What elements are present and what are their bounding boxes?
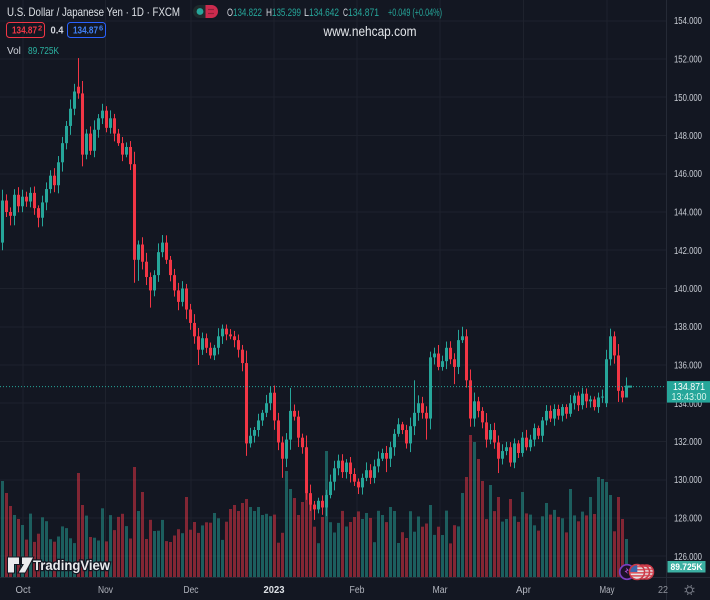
svg-text:13:43:00: 13:43:00: [672, 392, 707, 403]
svg-text:134.822: 134.822: [233, 7, 262, 19]
svg-text:2: 2: [38, 24, 42, 33]
svg-text:142.000: 142.000: [674, 246, 702, 257]
svg-text:O: O: [227, 7, 233, 19]
svg-text:May: May: [600, 585, 615, 596]
svg-text:134.871: 134.871: [348, 7, 379, 19]
svg-text:Dec: Dec: [184, 585, 199, 596]
svg-text:146.000: 146.000: [674, 169, 702, 180]
svg-text:150.000: 150.000: [674, 93, 702, 104]
svg-text:89.725K: 89.725K: [28, 46, 59, 57]
svg-text:135.299: 135.299: [272, 7, 301, 19]
svg-text:Oct: Oct: [16, 585, 31, 596]
svg-text:U.S. Dollar / Japanese Yen · 1: U.S. Dollar / Japanese Yen · 1D · FXCM: [7, 5, 180, 19]
svg-text:134.642: 134.642: [309, 7, 339, 19]
svg-text:L: L: [304, 7, 309, 19]
svg-text:152.000: 152.000: [674, 55, 702, 66]
svg-text:Nov: Nov: [98, 585, 113, 596]
svg-text:134.87: 134.87: [73, 26, 98, 37]
svg-text:6: 6: [99, 24, 103, 33]
svg-text:134.871: 134.871: [673, 382, 705, 393]
svg-text:Apr: Apr: [516, 585, 532, 596]
svg-text:140.000: 140.000: [674, 284, 702, 295]
svg-text:89.725K: 89.725K: [671, 562, 703, 572]
svg-text:TradingView: TradingView: [33, 558, 110, 573]
svg-text:130.000: 130.000: [674, 475, 702, 486]
svg-text:2023: 2023: [264, 585, 285, 596]
svg-text:134.000: 134.000: [674, 399, 702, 410]
svg-text:136.000: 136.000: [674, 361, 702, 372]
svg-text:www.nehcap.com: www.nehcap.com: [323, 24, 417, 39]
svg-text:22: 22: [658, 585, 668, 596]
svg-text:138.000: 138.000: [674, 322, 702, 333]
svg-text:144.000: 144.000: [674, 208, 702, 219]
svg-text:154.000: 154.000: [674, 16, 702, 27]
svg-text:0.4: 0.4: [51, 26, 64, 37]
svg-text:Feb: Feb: [350, 585, 365, 596]
svg-text:132.000: 132.000: [674, 437, 702, 448]
svg-text:134.87: 134.87: [12, 26, 37, 37]
svg-text:Mar: Mar: [433, 585, 449, 596]
svg-text:148.000: 148.000: [674, 131, 702, 142]
svg-text:128.000: 128.000: [674, 514, 702, 525]
svg-text:C: C: [343, 7, 348, 19]
svg-text:+0.049 (+0.04%): +0.049 (+0.04%): [388, 7, 442, 19]
svg-text:Vol: Vol: [7, 46, 21, 57]
svg-text:126.000: 126.000: [674, 552, 702, 563]
svg-text:H: H: [266, 7, 272, 19]
